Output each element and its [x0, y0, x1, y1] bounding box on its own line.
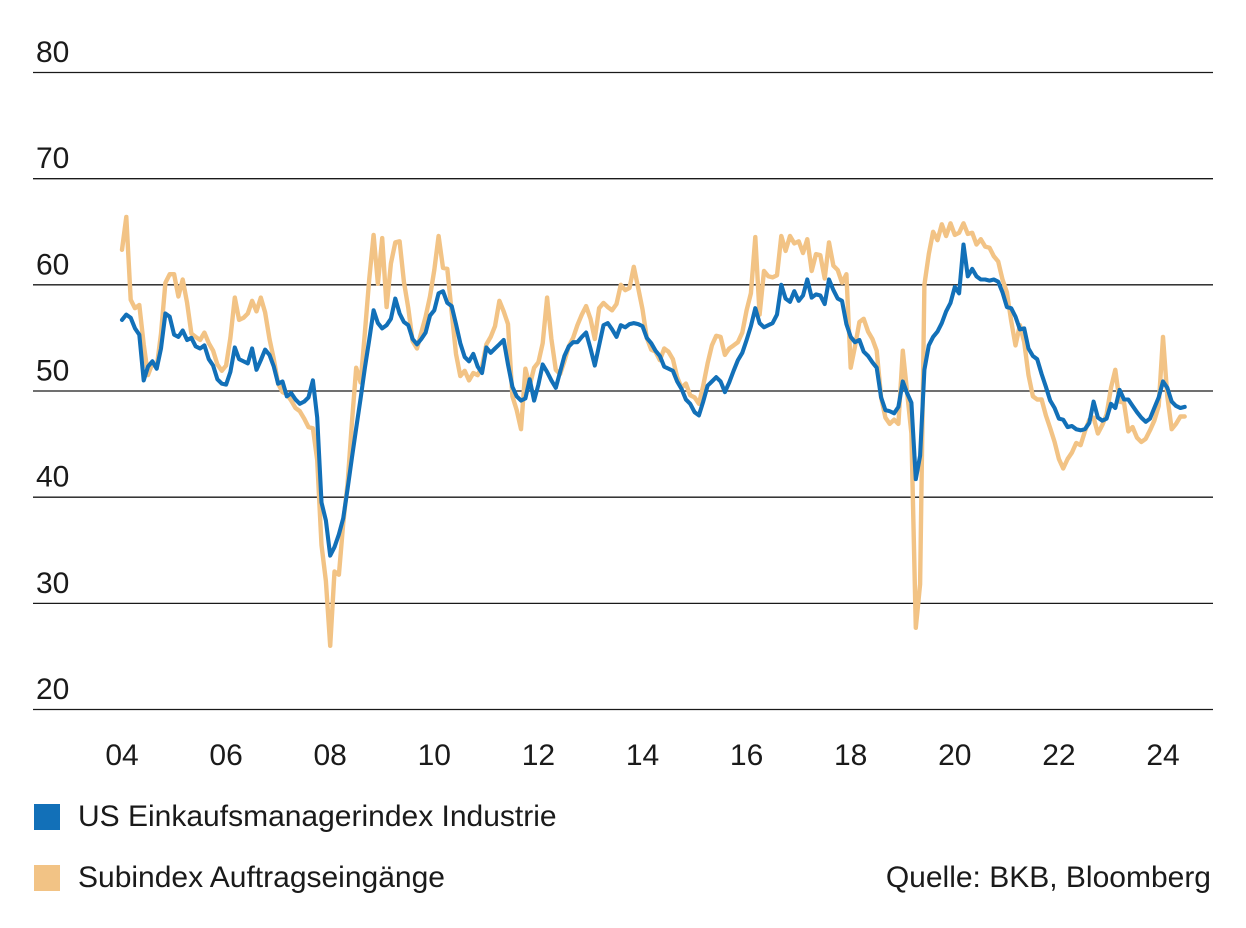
svg-text:60: 60 — [36, 248, 69, 281]
svg-text:06: 06 — [209, 739, 242, 772]
svg-text:US Einkaufsmanagerindex Indust: US Einkaufsmanagerindex Industrie — [78, 800, 557, 833]
svg-text:10: 10 — [418, 739, 451, 772]
svg-text:20: 20 — [938, 739, 971, 772]
svg-text:Subindex Auftragseingänge: Subindex Auftragseingänge — [78, 861, 445, 894]
svg-text:Quelle: BKB, Bloomberg: Quelle: BKB, Bloomberg — [886, 861, 1211, 894]
svg-text:16: 16 — [730, 739, 763, 772]
svg-text:14: 14 — [626, 739, 659, 772]
svg-text:70: 70 — [36, 142, 69, 175]
svg-text:50: 50 — [36, 355, 69, 388]
svg-text:20: 20 — [36, 673, 69, 706]
svg-text:22: 22 — [1042, 739, 1075, 772]
svg-text:24: 24 — [1146, 739, 1179, 772]
svg-text:04: 04 — [105, 739, 138, 772]
svg-text:18: 18 — [834, 739, 867, 772]
svg-text:08: 08 — [314, 739, 347, 772]
svg-text:40: 40 — [36, 461, 69, 494]
svg-text:30: 30 — [36, 567, 69, 600]
svg-text:80: 80 — [36, 36, 69, 69]
svg-text:12: 12 — [522, 739, 555, 772]
